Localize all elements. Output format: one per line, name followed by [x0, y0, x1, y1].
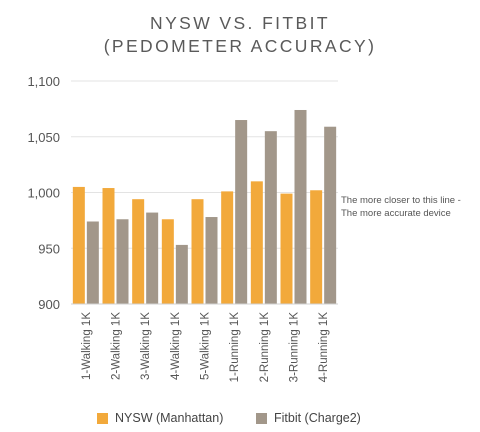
y-tick-label: 1,050	[27, 130, 60, 145]
bar	[116, 219, 129, 304]
x-tick-label: 5-Walking 1K	[200, 312, 212, 380]
x-tick-label: 4-Running 1K	[318, 312, 330, 383]
bar	[310, 190, 323, 304]
chart-title-line-2: (PEDOMETER ACCURACY)	[103, 36, 377, 56]
x-tick-label: 1-Running 1K	[229, 312, 241, 383]
x-tick-label: 2-Walking 1K	[111, 312, 123, 380]
legend-item-nysw: NYSW (Manhattan)	[97, 411, 223, 425]
legend-item-fitbit: Fitbit (Charge2)	[256, 411, 361, 425]
bar	[235, 120, 248, 305]
bar	[175, 244, 188, 304]
y-tick-label: 1,100	[27, 74, 60, 89]
chart-title-line-1: NYSW VS. FITBIT	[150, 13, 330, 33]
bar	[146, 212, 159, 304]
bar	[250, 181, 263, 304]
bar	[86, 221, 99, 304]
x-tick-label: 2-Running 1K	[259, 312, 271, 383]
y-tick-label: 1,000	[27, 186, 60, 201]
bar	[264, 131, 277, 304]
legend-swatch-nysw	[97, 412, 108, 424]
x-tick-label: 4-Walking 1K	[170, 312, 182, 380]
y-tick-label: 900	[38, 297, 60, 312]
annotation-line-1: The more closer to this line -	[341, 195, 461, 206]
x-tick-label: 1-Walking 1K	[81, 312, 93, 380]
legend-label-nysw: NYSW (Manhattan)	[115, 411, 224, 425]
x-tick-label: 3-Running 1K	[289, 312, 301, 383]
bar	[205, 217, 218, 304]
bar	[191, 199, 204, 304]
bar	[324, 126, 337, 304]
legend-label-fitbit: Fitbit (Charge2)	[274, 411, 361, 425]
bar	[102, 188, 115, 304]
x-tick-label: 3-Walking 1K	[140, 312, 152, 380]
annotation-line-2: The more accurate device	[341, 208, 451, 219]
y-tick-label: 950	[38, 241, 60, 256]
reference-annotation: The more closer to this line - The more …	[341, 194, 480, 220]
bar	[280, 193, 293, 304]
legend-swatch-fitbit	[256, 412, 267, 424]
bar	[72, 186, 85, 304]
bar	[161, 219, 174, 304]
bar	[221, 191, 234, 304]
bar	[132, 199, 145, 304]
bar	[294, 109, 307, 305]
